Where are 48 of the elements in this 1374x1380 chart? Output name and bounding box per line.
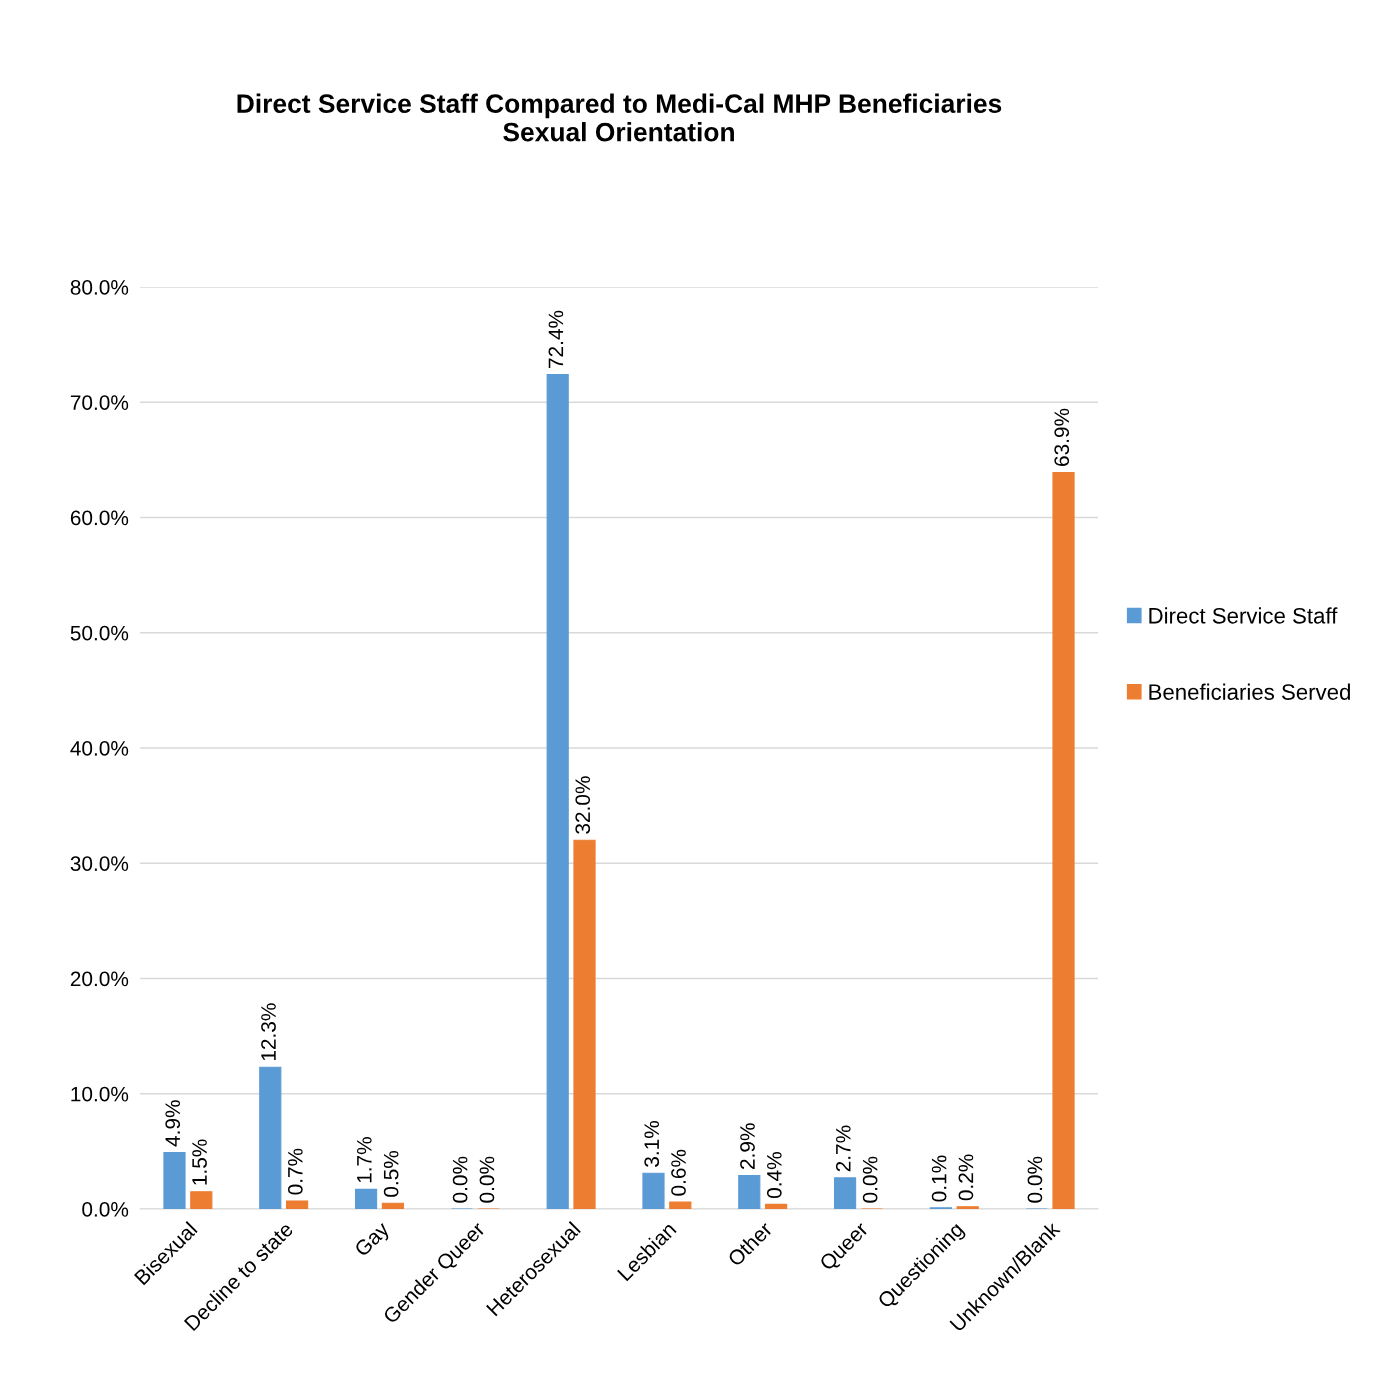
data-label: 0.4% [766, 1152, 782, 1199]
data-label: 0.6% [671, 1149, 686, 1196]
bar [1052, 471, 1075, 1209]
chart-title: Direct Service Staff Compared to Medi-Cal MHP Beneficiaries Sexual Orientation [237, 93, 1002, 142]
data-label: 0.7% [287, 1148, 303, 1195]
legend-label: Beneficiaries Served [1149, 683, 1350, 700]
bar [573, 839, 596, 1209]
bar [765, 1203, 788, 1209]
data-label: 3.1% [644, 1120, 660, 1167]
y-tick-label: 50.0% [70, 625, 129, 641]
bar [259, 1066, 282, 1209]
data-label: 0.1% [931, 1155, 947, 1202]
y-tick-label: 40.0% [70, 741, 129, 756]
bar [669, 1201, 692, 1209]
data-label: 4.9% [165, 1100, 181, 1147]
data-label: 0.0% [862, 1156, 878, 1203]
bar [738, 1175, 761, 1209]
data-label: 12.3% [261, 1003, 276, 1061]
data-label: 0.0% [479, 1156, 495, 1203]
bar [381, 1202, 405, 1209]
bar [354, 1188, 378, 1209]
data-label: 1.5% [192, 1139, 207, 1185]
bar [956, 1206, 979, 1209]
data-label: 2.9% [740, 1123, 755, 1169]
x-tick-label: Gay [353, 1220, 394, 1261]
data-label: 0.5% [383, 1150, 399, 1197]
data-label: 1.7% [357, 1137, 372, 1183]
data-label: 0.0% [1027, 1156, 1043, 1203]
data-label: 0.0% [452, 1156, 468, 1203]
y-tick-label: 80.0% [70, 280, 129, 295]
data-label: 72.4% [548, 310, 564, 368]
legend-label: Direct Service Staff [1149, 607, 1338, 624]
bar [190, 1191, 213, 1209]
y-tick-label: 60.0% [70, 510, 129, 526]
bar [546, 374, 569, 1209]
y-tick-label: 10.0% [71, 1086, 129, 1102]
bar [833, 1177, 857, 1209]
y-tick-label: 70.0% [70, 395, 129, 410]
y-tick-label: 30.0% [70, 856, 129, 871]
data-label: 63.9% [1054, 408, 1070, 466]
data-label: 2.7% [835, 1125, 851, 1172]
bar [286, 1200, 309, 1209]
y-tick-label: 0.0% [82, 1202, 129, 1217]
bar [642, 1172, 665, 1209]
data-label: 0.2% [958, 1154, 974, 1201]
y-tick-label: 20.0% [70, 971, 129, 987]
bar [163, 1151, 186, 1209]
data-label: 32.0% [575, 776, 591, 834]
